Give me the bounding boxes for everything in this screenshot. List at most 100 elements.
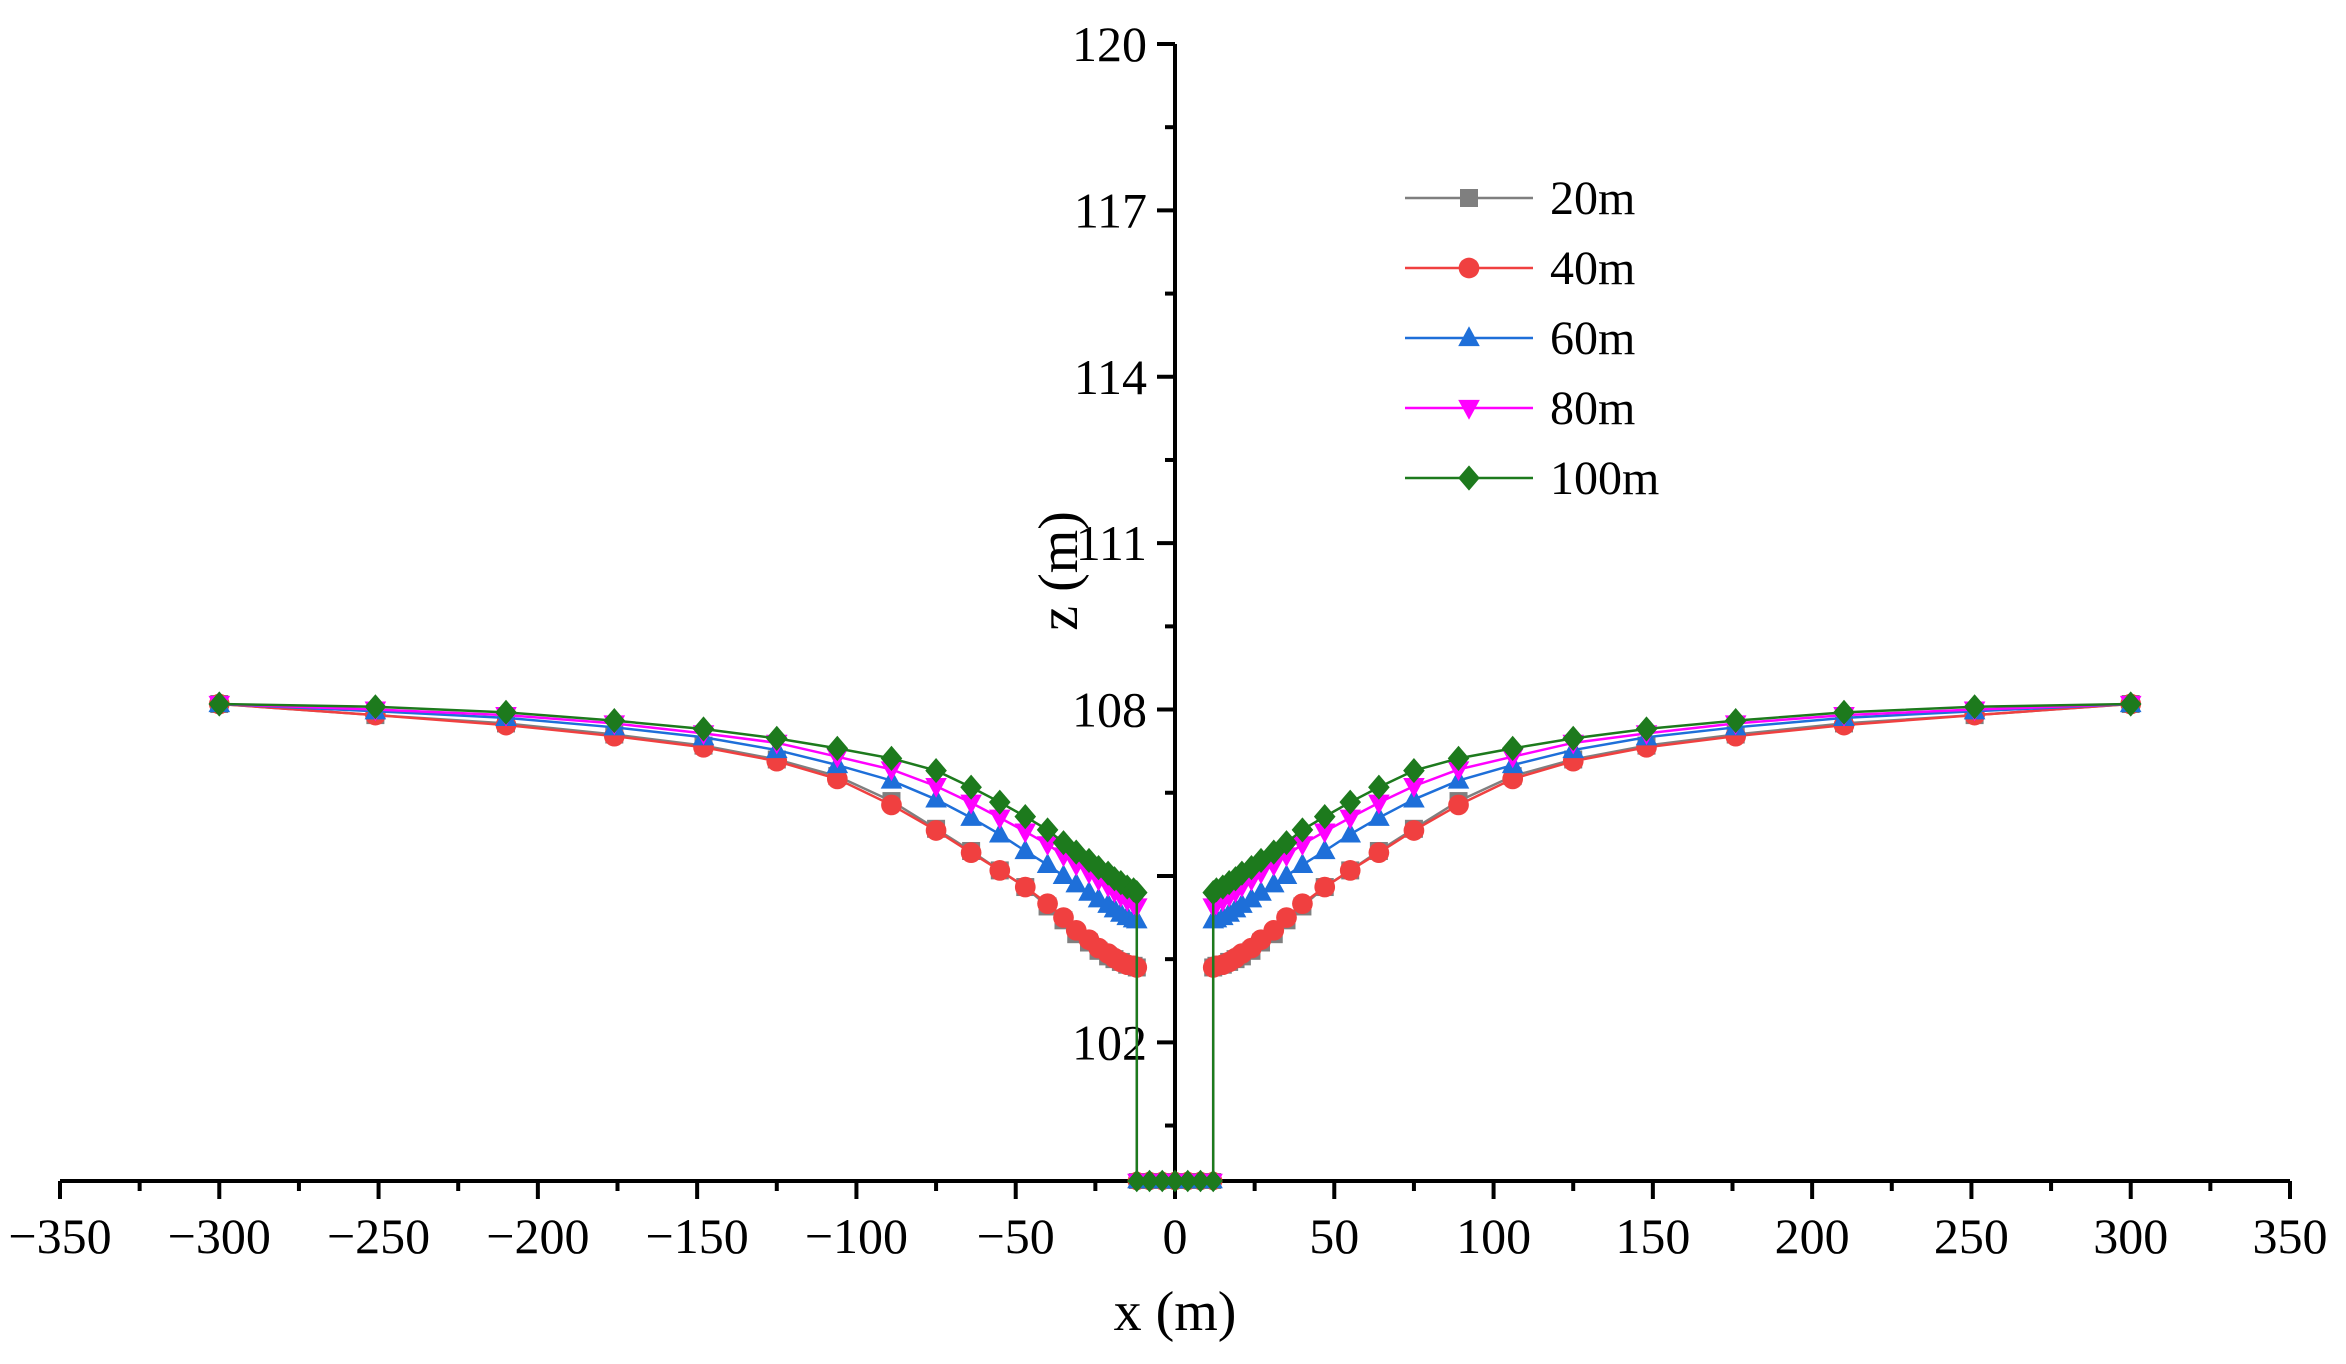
data-point: [1502, 768, 1524, 790]
data-point: [1078, 847, 1100, 874]
data-point: [692, 716, 715, 742]
data-point: [1368, 794, 1390, 815]
x-tick-label: −350: [8, 1208, 111, 1264]
data-point: [1291, 836, 1314, 857]
legend-label: 100m: [1550, 452, 1659, 505]
data-point: [1314, 876, 1336, 898]
data-point: [989, 860, 1011, 881]
data-point: [1014, 876, 1036, 898]
data-point: [1458, 326, 1480, 347]
y-tick-label: 117: [1074, 182, 1147, 238]
data-point: [1036, 853, 1059, 873]
data-point: [960, 794, 982, 815]
data-point: [1501, 735, 1524, 761]
data-point: [1014, 823, 1037, 844]
legend-item-100m: 100m: [1405, 452, 1659, 505]
legend-item-40m: 40m: [1405, 242, 1635, 295]
data-point: [1339, 809, 1362, 830]
data-point: [1275, 830, 1298, 856]
data-point: [1276, 907, 1297, 928]
data-point: [208, 691, 231, 717]
data-point: [960, 774, 982, 800]
data-point: [1190, 1169, 1211, 1193]
data-point: [1203, 1169, 1223, 1193]
data-point: [1635, 716, 1658, 742]
axes: −350 −300 −250 −200 −150 −100 −50 0 50 100 150 200 2…: [8, 16, 2327, 1264]
data-point: [1458, 465, 1480, 491]
data-point: [1458, 399, 1480, 420]
data-point: [1014, 839, 1037, 860]
data-point: [1052, 830, 1075, 856]
data-point: [1460, 189, 1478, 207]
data-point: [1165, 1169, 1185, 1193]
data-point: [1448, 794, 1469, 816]
data-point: [1447, 745, 1470, 771]
legend-item-20m: 20m: [1405, 172, 1635, 225]
data-point: [925, 778, 947, 798]
legend-label: 60m: [1550, 312, 1635, 365]
data-point: [1339, 860, 1361, 881]
y-tick-label: 120: [1072, 16, 1147, 72]
data-point: [988, 789, 1011, 815]
data-point: [1291, 817, 1314, 843]
data-point: [603, 708, 626, 734]
x-tick-label: −100: [805, 1208, 908, 1264]
data-point: [826, 735, 849, 761]
x-tick-label: 50: [1309, 1208, 1359, 1264]
data-point: [1036, 836, 1059, 857]
data-point: [1368, 806, 1390, 826]
data-point: [1403, 820, 1425, 841]
data-point: [1231, 860, 1253, 886]
data-point: [960, 842, 982, 864]
data-point: [1178, 1169, 1198, 1193]
data-point: [1250, 847, 1272, 874]
data-point: [881, 794, 902, 816]
data-point: [988, 809, 1011, 830]
data-point: [960, 806, 982, 826]
data-point: [1291, 853, 1314, 873]
data-point: [1065, 839, 1088, 865]
data-point: [1065, 872, 1088, 893]
x-tick-label: 250: [1934, 1208, 2009, 1264]
data-point: [1403, 757, 1425, 784]
data-point: [1202, 879, 1225, 906]
data-point: [765, 725, 788, 752]
data-point: [2119, 691, 2142, 717]
data-point: [1368, 774, 1390, 800]
data-point: [495, 699, 517, 725]
legend-item-80m: 80m: [1405, 382, 1635, 435]
x-tick-label: −50: [977, 1208, 1055, 1264]
data-point: [1313, 839, 1336, 860]
data-point: [1037, 893, 1058, 915]
data-point: [364, 694, 387, 720]
data-point: [1963, 694, 1986, 720]
data-point: [880, 761, 903, 782]
data-point: [1313, 823, 1336, 844]
x-tick-label: −250: [327, 1208, 430, 1264]
data-point: [1292, 893, 1313, 915]
series-layer: [208, 691, 2142, 1193]
x-tick-label: 300: [2093, 1208, 2168, 1264]
data-point: [1447, 761, 1470, 782]
data-point: [925, 820, 947, 841]
data-point: [925, 757, 947, 784]
x-tick-label: 100: [1456, 1208, 1531, 1264]
data-point: [1313, 804, 1336, 830]
data-point: [1339, 822, 1362, 843]
legend-item-60m: 60m: [1405, 312, 1635, 365]
data-point: [1275, 864, 1298, 885]
data-point: [1014, 804, 1037, 830]
data-point: [1368, 842, 1390, 864]
data-point: [1097, 860, 1119, 886]
data-point: [1724, 708, 1747, 734]
x-tick-label: 150: [1615, 1208, 1690, 1264]
x-tick-label: −150: [646, 1208, 749, 1264]
data-point: [1052, 864, 1075, 885]
legend-label: 20m: [1550, 172, 1635, 225]
data-point: [1562, 725, 1585, 752]
data-point: [1833, 699, 1855, 725]
x-tick-label: 350: [2253, 1208, 2328, 1264]
x-tick-label: 200: [1775, 1208, 1850, 1264]
y-tick-label: 102: [1072, 1014, 1147, 1070]
